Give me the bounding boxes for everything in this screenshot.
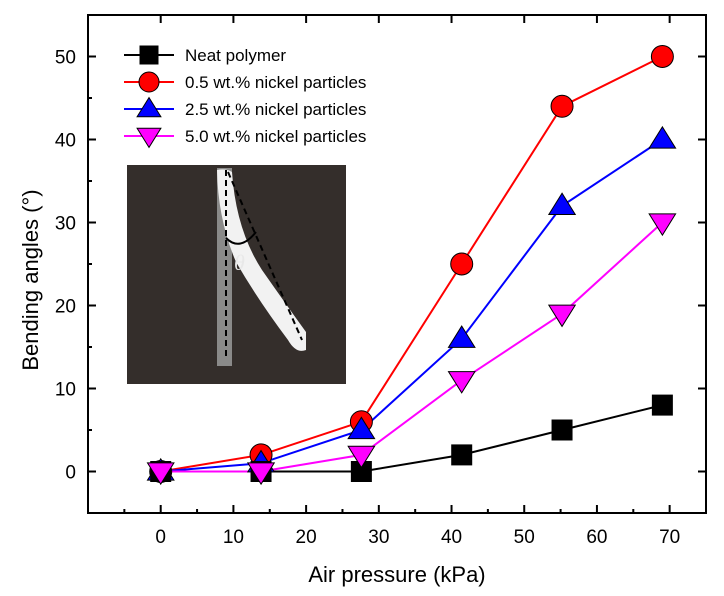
x-tick-label: 50 (514, 527, 535, 548)
inset-bent-strip (217, 169, 306, 351)
inset-theta-label: θ (234, 250, 245, 275)
legend-marker (136, 96, 162, 118)
data-point (650, 45, 674, 68)
inset-photo: θ (127, 165, 346, 384)
x-tick-label: 20 (296, 527, 317, 548)
x-tick-label: 30 (368, 527, 389, 548)
data-point (651, 394, 673, 416)
data-point (648, 125, 677, 149)
legend-entry: Neat polymer (124, 45, 286, 65)
x-tick-label: 0 (155, 527, 166, 548)
x-tick-label: 10 (223, 527, 244, 548)
inset-vignette (127, 165, 346, 384)
y-axis-title: Bending angles (°) (18, 189, 43, 370)
legend-entry: 5.0 wt.% nickel particles (124, 127, 366, 149)
legend-label: 2.5 wt.% nickel particles (185, 100, 366, 119)
y-tick-label: 0 (65, 463, 76, 484)
series-1 (160, 404, 663, 473)
legend-entry: 0.5 wt.% nickel particles (124, 71, 366, 93)
series-line (160, 138, 663, 473)
y-tick-label: 50 (55, 48, 76, 69)
x-tick-label: 70 (659, 527, 680, 548)
series-layer (146, 45, 677, 486)
series-markers-1 (150, 394, 673, 482)
y-tick-label: 20 (55, 297, 76, 318)
data-point (547, 304, 577, 328)
data-point (347, 416, 376, 440)
x-tick-label: 40 (441, 527, 462, 548)
data-point (447, 371, 476, 394)
legend-marker (138, 71, 160, 93)
series-line (160, 221, 664, 473)
y-tick-label: 30 (55, 214, 76, 235)
series-4 (160, 221, 664, 473)
data-point (550, 94, 574, 118)
data-point (447, 325, 476, 348)
series-markers-4 (146, 213, 677, 486)
series-2 (160, 55, 663, 473)
data-point (551, 419, 573, 441)
series-line (160, 404, 663, 473)
y-tick-label: 40 (55, 131, 76, 152)
x-axis-title: Air pressure (kPa) (308, 562, 485, 587)
axis-ticks: 0 10 20 30 40 50 60 70 0 10 20 30 40 50 (55, 15, 706, 548)
inset-angle-arc (225, 231, 257, 245)
data-point (648, 213, 677, 237)
series-3 (160, 138, 663, 473)
data-point (450, 252, 474, 276)
data-point (146, 462, 175, 486)
legend-label: Neat polymer (185, 46, 286, 65)
y-tick-label: 10 (55, 380, 76, 401)
data-point (547, 192, 577, 216)
x-tick-label: 60 (586, 527, 607, 548)
legend-label: 0.5 wt.% nickel particles (185, 73, 366, 92)
legend-marker (136, 127, 162, 149)
inset-bent-dashline (227, 171, 303, 341)
legend-entry: 2.5 wt.% nickel particles (124, 96, 366, 119)
series-line (160, 55, 663, 473)
data-point (347, 445, 376, 469)
inset-background (127, 165, 346, 384)
data-point (451, 444, 473, 466)
data-point (246, 462, 276, 486)
legend-marker (139, 45, 159, 65)
legend-label: 5.0 wt.% nickel particles (185, 127, 366, 146)
legend: Neat polymer 0.5 wt.% nickel particles 2.5… (124, 45, 366, 149)
